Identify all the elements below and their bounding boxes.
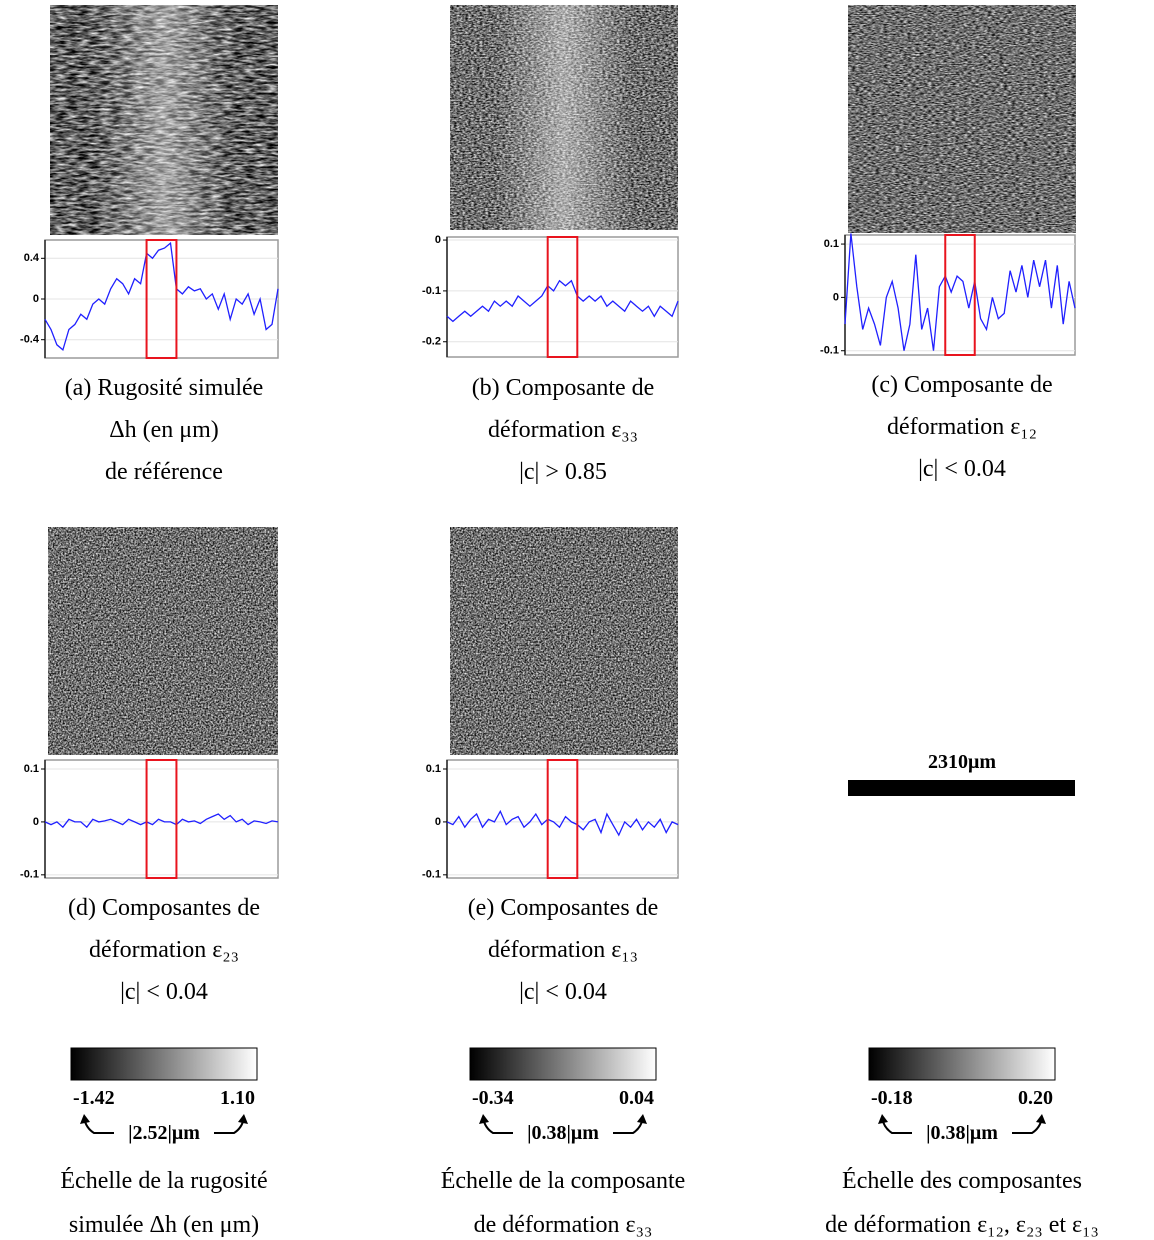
micrograph — [450, 527, 678, 755]
y-tick-label: 0.1 — [824, 238, 839, 250]
micrograph — [848, 5, 1076, 233]
y-tick-label: 0 — [833, 291, 839, 303]
caption: (b) Composante de — [472, 375, 655, 401]
colorbar-min: -0.18 — [871, 1087, 913, 1109]
profile-line — [44, 813, 279, 829]
colorbar-range: |0.38|μm — [527, 1122, 599, 1144]
colorbar-caption: simulée Δh (en μm) — [69, 1212, 259, 1238]
colorbar — [70, 1047, 258, 1081]
colorbar-caption: de déformation ε₁₂, ε₂₃ et ε₁₃ — [825, 1212, 1099, 1238]
highlight-box — [546, 759, 579, 879]
highlight-box — [546, 236, 579, 358]
plot-area — [44, 759, 279, 879]
colorbar-caption: Échelle des composantes — [842, 1168, 1082, 1194]
caption: déformation ε₃₃ — [488, 417, 638, 443]
y-tick-label: -0.1 — [422, 869, 441, 881]
caption: de référence — [105, 459, 223, 485]
range-arrow-right-head — [238, 1114, 248, 1124]
highlight-box — [944, 234, 976, 356]
colorbar-caption: Échelle de la rugosité — [60, 1168, 267, 1194]
caption: (e) Composantes de — [468, 895, 659, 921]
caption: (a) Rugosité simulée — [65, 375, 264, 401]
range-arrow-right-head — [1036, 1114, 1046, 1124]
y-tick-label: -0.4 — [20, 334, 40, 346]
y-tick-label: 0 — [33, 293, 39, 305]
colorbar-min: -0.34 — [472, 1087, 514, 1109]
y-tick-label: 0 — [33, 816, 39, 828]
colorbar-min: -1.42 — [73, 1087, 115, 1109]
colorbar-range: |2.52|μm — [128, 1122, 200, 1144]
colorbar — [868, 1047, 1056, 1081]
highlight-box — [145, 239, 178, 359]
bright-band — [95, 5, 233, 235]
caption: (d) Composantes de — [68, 895, 260, 921]
colorbar — [469, 1047, 657, 1081]
colorbar-range: |0.38|μm — [926, 1122, 998, 1144]
caption: (c) Composante de — [871, 372, 1052, 398]
caption: Δh (en μm) — [109, 417, 219, 443]
colorbar-caption: Échelle de la composante — [441, 1168, 686, 1194]
range-arrow-left-head — [80, 1114, 90, 1124]
colorbar-max: 1.10 — [220, 1087, 255, 1109]
range-arrow-left-head — [479, 1114, 489, 1124]
scale-bar-label: 2310μm — [928, 751, 996, 773]
range-arrow-right-head — [637, 1114, 647, 1124]
colorbar-caption: de déformation ε₃₃ — [474, 1212, 653, 1238]
profile-line — [446, 809, 679, 837]
y-tick-label: -0.2 — [422, 336, 441, 348]
profile-line — [844, 233, 1076, 351]
colorbar-max: 0.20 — [1018, 1087, 1053, 1109]
y-tick-label: 0.4 — [24, 252, 40, 264]
bright-band — [495, 5, 633, 230]
y-tick-label: -0.1 — [20, 869, 39, 881]
scale-bar — [848, 780, 1075, 796]
caption: |c| > 0.85 — [519, 459, 607, 485]
y-tick-label: -0.1 — [422, 285, 441, 297]
caption: déformation ε₂₃ — [89, 937, 239, 963]
y-tick-label: 0.1 — [426, 763, 441, 775]
y-tick-label: 0 — [435, 234, 441, 246]
micrograph — [48, 527, 278, 755]
caption: |c| < 0.04 — [519, 979, 607, 1005]
profile-line — [446, 279, 679, 323]
caption: |c| < 0.04 — [120, 979, 208, 1005]
y-tick-label: 0.1 — [24, 763, 39, 775]
colorbar-max: 0.04 — [619, 1087, 654, 1109]
plot-area — [446, 759, 679, 879]
highlight-box — [145, 759, 178, 879]
plot-area — [446, 236, 679, 358]
y-tick-label: -0.1 — [820, 345, 839, 357]
caption: déformation ε₁₂ — [887, 414, 1037, 440]
range-arrow-left-head — [878, 1114, 888, 1124]
profile-line — [44, 241, 279, 352]
y-tick-label: 0 — [435, 816, 441, 828]
caption: déformation ε₁₃ — [488, 937, 638, 963]
plot-area — [844, 234, 1076, 356]
caption: |c| < 0.04 — [918, 456, 1006, 482]
